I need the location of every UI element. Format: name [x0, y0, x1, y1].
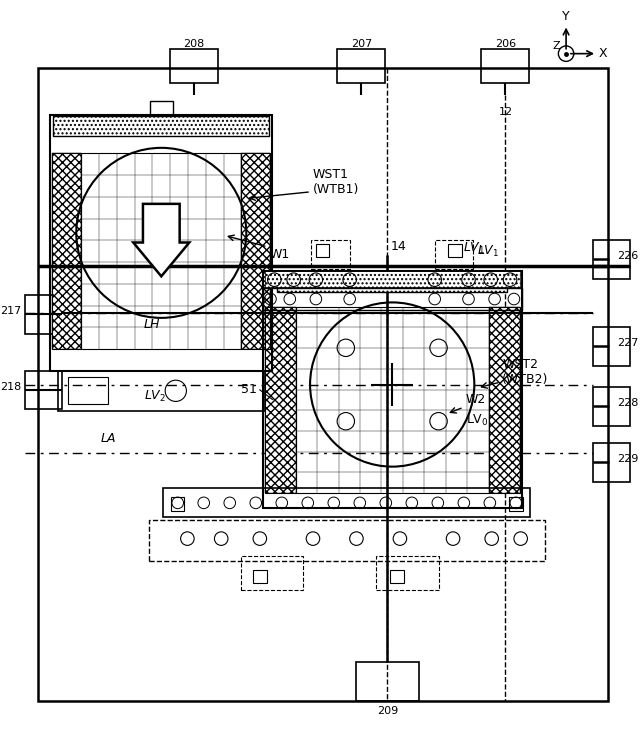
- Text: W2: W2: [466, 393, 486, 406]
- Text: 51: 51: [241, 383, 257, 396]
- Bar: [163, 489, 531, 517]
- Bar: [52, 154, 81, 349]
- Bar: [253, 570, 267, 583]
- Bar: [58, 370, 265, 411]
- Text: 14: 14: [390, 241, 406, 253]
- Text: LH: LH: [144, 317, 160, 331]
- Text: LA: LA: [100, 432, 116, 444]
- Text: 12: 12: [499, 106, 513, 117]
- Bar: [25, 295, 62, 334]
- Bar: [489, 307, 520, 493]
- Bar: [265, 307, 296, 493]
- Bar: [390, 570, 404, 583]
- Text: LV$_2$: LV$_2$: [144, 389, 166, 404]
- Bar: [68, 377, 108, 404]
- Bar: [337, 49, 385, 83]
- Bar: [263, 271, 522, 289]
- Bar: [53, 117, 269, 136]
- Text: 229: 229: [618, 455, 639, 464]
- Text: Z: Z: [552, 41, 560, 51]
- Bar: [509, 497, 523, 511]
- Bar: [489, 307, 520, 493]
- FancyArrow shape: [133, 204, 189, 276]
- Bar: [148, 520, 545, 561]
- Bar: [593, 387, 630, 426]
- Text: LV$_1$: LV$_1$: [477, 244, 500, 259]
- Bar: [296, 307, 489, 493]
- Bar: [593, 240, 630, 279]
- Bar: [593, 443, 630, 482]
- Bar: [356, 662, 419, 701]
- Bar: [150, 101, 173, 114]
- Text: W1: W1: [269, 248, 290, 261]
- Bar: [241, 556, 303, 590]
- Bar: [81, 154, 241, 349]
- Bar: [263, 289, 522, 310]
- Bar: [25, 370, 62, 409]
- Bar: [263, 271, 522, 508]
- Text: Y: Y: [563, 10, 570, 24]
- Bar: [435, 240, 474, 269]
- Bar: [265, 307, 296, 493]
- Bar: [52, 154, 81, 349]
- Bar: [53, 117, 269, 136]
- Bar: [265, 271, 520, 289]
- Text: 226: 226: [618, 251, 639, 261]
- Bar: [277, 273, 507, 292]
- Text: 209: 209: [377, 706, 398, 716]
- Bar: [38, 68, 607, 701]
- Bar: [241, 154, 271, 349]
- Bar: [593, 327, 630, 366]
- Text: WST2
(WTB2): WST2 (WTB2): [502, 359, 548, 387]
- Bar: [481, 49, 529, 83]
- Bar: [170, 49, 218, 83]
- Text: 228: 228: [618, 399, 639, 408]
- Bar: [241, 154, 271, 349]
- Text: 227: 227: [618, 339, 639, 348]
- Text: 208: 208: [184, 39, 205, 49]
- Bar: [316, 244, 330, 258]
- Bar: [311, 240, 349, 269]
- Bar: [171, 497, 184, 511]
- Text: LV$_1$: LV$_1$: [463, 241, 485, 256]
- Text: X: X: [598, 47, 607, 60]
- Bar: [376, 556, 438, 590]
- Text: LV$_0$: LV$_0$: [466, 413, 488, 428]
- Bar: [277, 273, 507, 292]
- Text: 206: 206: [495, 39, 516, 49]
- Text: 217: 217: [0, 306, 21, 316]
- Bar: [448, 244, 461, 258]
- Text: 218: 218: [0, 382, 21, 392]
- Bar: [50, 114, 273, 370]
- Text: 207: 207: [351, 39, 372, 49]
- Text: WST1
(WTB1): WST1 (WTB1): [313, 168, 359, 196]
